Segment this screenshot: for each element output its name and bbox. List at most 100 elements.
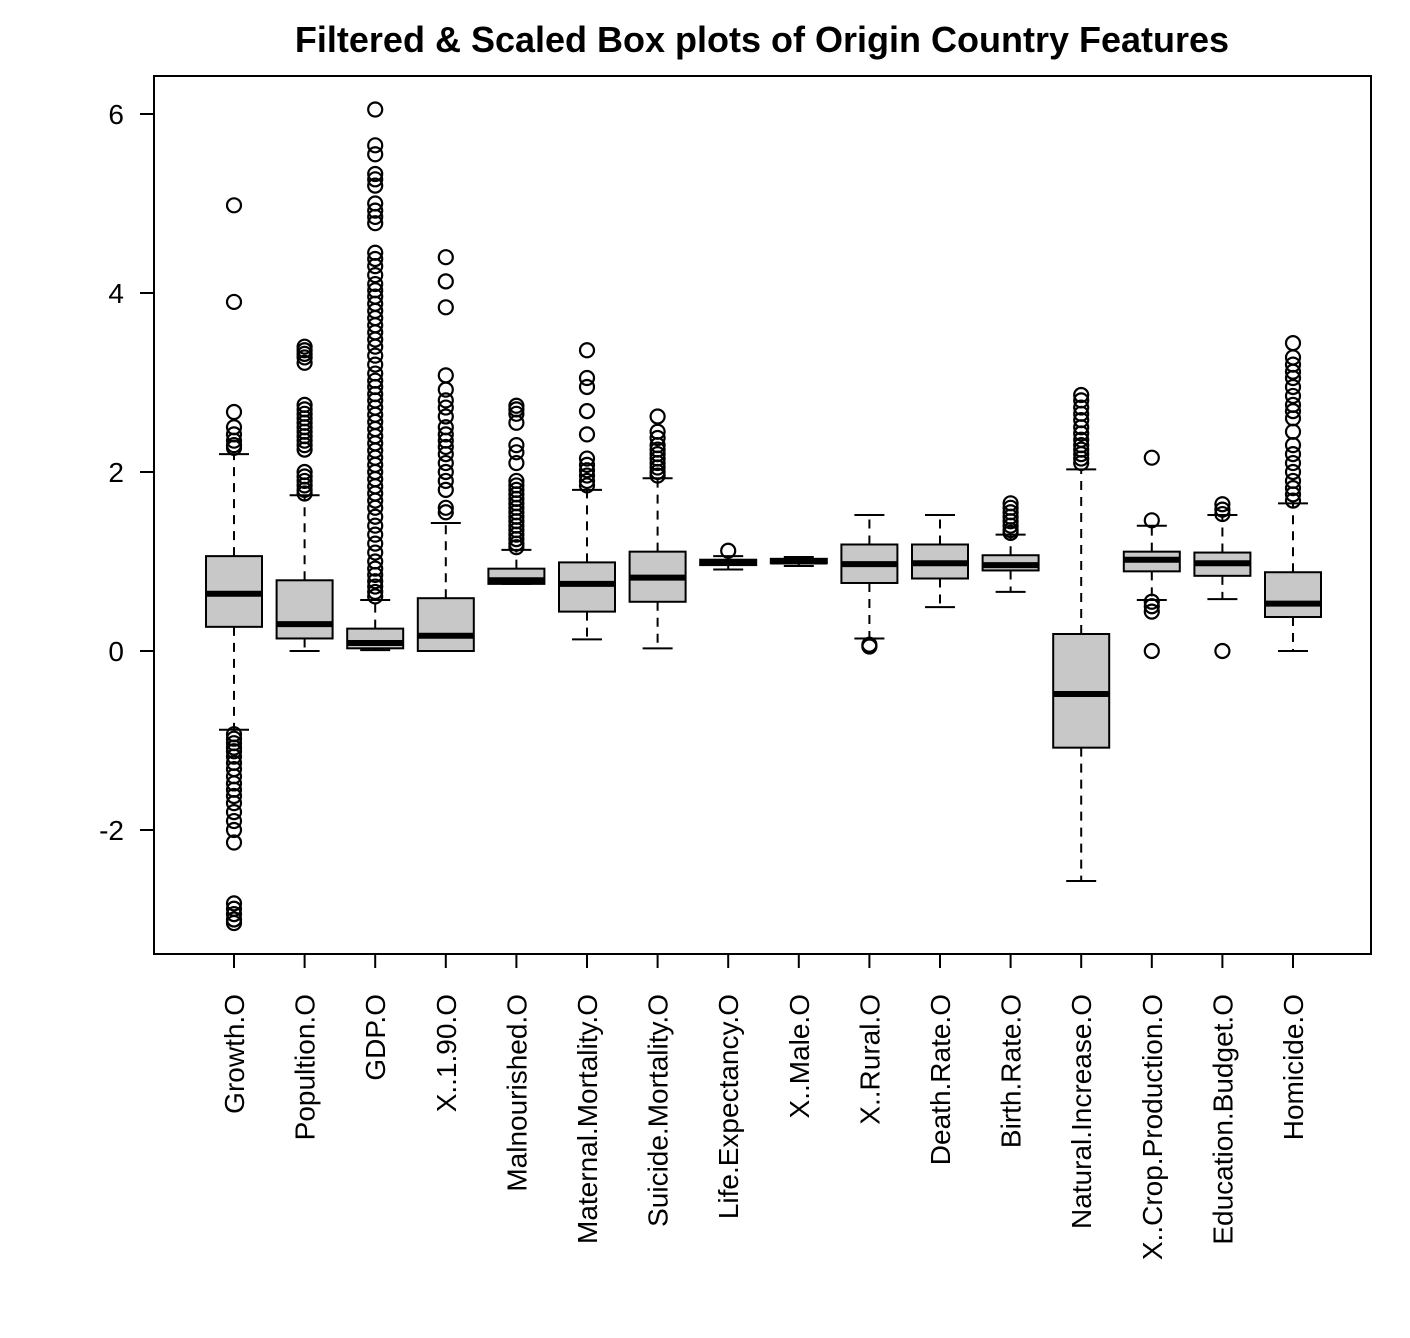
iqr-box: [1052, 632, 1111, 749]
iqr-box: [416, 597, 475, 653]
outlier-point: [296, 441, 313, 458]
box-x-rural-o: [840, 513, 899, 655]
outlier-point: [649, 467, 666, 484]
outlier-point: [1214, 501, 1231, 518]
outlier-point: [508, 526, 525, 543]
outlier-point: [225, 895, 243, 912]
outlier-point: [367, 338, 384, 355]
outlier-point: [296, 354, 313, 371]
outlier-point: [1284, 378, 1302, 396]
y-tick-label: -2: [99, 815, 124, 846]
y-tick-label: 0: [108, 636, 124, 667]
outlier-point: [367, 526, 384, 543]
x-tick-label: Birth.Rate.O: [996, 994, 1027, 1148]
outlier-point: [1143, 449, 1160, 466]
outlier-point: [367, 588, 384, 605]
outlier-point: [437, 273, 454, 290]
outlier-point: [225, 834, 243, 851]
outlier-point: [367, 258, 384, 275]
outlier-point: [1143, 642, 1160, 660]
outlier-point: [1143, 598, 1160, 615]
box-growth-o: [205, 197, 263, 932]
outlier-point: [508, 437, 525, 454]
outlier-point: [367, 146, 384, 163]
outlier-point: [296, 437, 313, 454]
box-x-crop-production-o: [1122, 449, 1181, 660]
outlier-point: [296, 485, 313, 502]
y-tick-label: 4: [108, 278, 124, 309]
outlier-point: [1073, 450, 1090, 467]
x-tick-label: Life.Expectancy.O: [713, 994, 744, 1219]
outlier-point: [1073, 386, 1090, 404]
outlier-point: [437, 504, 454, 521]
outlier-point: [578, 426, 596, 443]
x-tick-label: Growth.O: [219, 994, 250, 1114]
outlier-point: [1073, 425, 1090, 442]
outlier-point: [367, 583, 384, 601]
outlier-point: [1214, 496, 1231, 513]
x-tick-label: Malnourished.O: [501, 994, 532, 1192]
outlier-point: [225, 439, 243, 456]
x-tick-label: Maternal.Mortality.O: [572, 994, 603, 1244]
outlier-point: [437, 481, 454, 498]
outlier-point: [649, 408, 666, 425]
outlier-point: [437, 392, 454, 409]
outlier-point: [508, 531, 525, 548]
outlier-point: [225, 812, 243, 830]
box-popultion-o: [275, 338, 334, 652]
outlier-point: [367, 535, 384, 552]
outlier-point: [861, 638, 878, 655]
outlier-point: [1284, 423, 1302, 440]
outlier-point: [578, 467, 596, 484]
outlier-point: [225, 803, 243, 821]
x-tick-label: X..Crop.Production.O: [1137, 994, 1168, 1260]
outlier-point: [367, 250, 384, 268]
outlier-point: [225, 197, 243, 214]
outlier-point: [578, 456, 596, 473]
box-suicide-mortality-o: [628, 408, 687, 650]
outlier-point: [578, 477, 596, 494]
outlier-point: [1284, 369, 1302, 387]
outlier-point: [437, 367, 454, 384]
x-tick-label: Death.Rate.O: [925, 994, 956, 1165]
outlier-point: [437, 399, 454, 416]
outlier-point: [1284, 437, 1302, 454]
outlier-point: [367, 275, 384, 293]
outlier-point: [367, 267, 384, 284]
outlier-point: [1143, 603, 1160, 620]
outlier-point: [367, 137, 384, 154]
outlier-point: [367, 165, 384, 183]
outlier-point: [367, 347, 384, 364]
y-tick-label: 6: [108, 99, 124, 130]
outlier-point: [437, 299, 454, 316]
x-tick-label: Suicide.Mortality.O: [643, 994, 674, 1227]
x-tick-label: Homicide.O: [1278, 994, 1309, 1140]
outlier-point: [367, 202, 384, 219]
outlier-point: [578, 403, 596, 420]
outlier-point: [296, 472, 313, 490]
outlier-point: [437, 438, 454, 456]
outlier-point: [1073, 446, 1090, 463]
outlier-point: [367, 517, 384, 534]
outlier-point: [367, 171, 384, 188]
outlier-point: [649, 459, 666, 476]
outlier-point: [437, 381, 454, 398]
outlier-point: [1284, 363, 1302, 380]
x-tick-label: Natural.Increase.O: [1066, 994, 1097, 1229]
outlier-point: [578, 378, 596, 396]
outlier-point: [1073, 399, 1090, 416]
outlier-point: [367, 177, 384, 194]
outlier-point: [367, 499, 384, 516]
box-death-rate-o: [911, 513, 969, 609]
plot-frame: [153, 75, 1372, 955]
box-natural-increase-o: [1052, 386, 1111, 883]
outlier-point: [1284, 463, 1302, 481]
outlier-point: [367, 492, 384, 509]
outlier-point: [1284, 454, 1302, 472]
outlier-point: [508, 539, 525, 556]
outlier-point: [225, 748, 243, 765]
x-tick-label: Education.Budget.O: [1207, 994, 1238, 1245]
outlier-point: [225, 906, 243, 923]
x-tick-label: GDP.O: [360, 994, 391, 1081]
x-tick-label: Popultion.O: [290, 994, 321, 1140]
